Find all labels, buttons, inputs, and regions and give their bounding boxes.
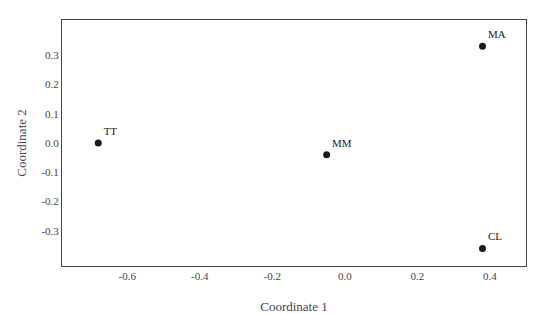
svg-text:Coordinate 1: Coordinate 1 [260, 299, 328, 314]
svg-text:-0.6: -0.6 [119, 270, 137, 282]
svg-text:0.2: 0.2 [410, 270, 424, 282]
svg-text:0.4: 0.4 [483, 270, 497, 282]
svg-text:0.2: 0.2 [45, 78, 59, 90]
svg-text:0.0: 0.0 [45, 137, 59, 149]
svg-text:0.3: 0.3 [45, 49, 59, 61]
svg-text:-0.3: -0.3 [41, 225, 59, 237]
svg-text:MM: MM [332, 137, 352, 149]
svg-text:0.0: 0.0 [338, 270, 352, 282]
svg-text:-0.2: -0.2 [41, 195, 58, 207]
svg-text:TT: TT [104, 125, 118, 137]
svg-text:-0.2: -0.2 [264, 270, 281, 282]
svg-text:MA: MA [488, 28, 506, 40]
svg-text:-0.1: -0.1 [41, 166, 58, 178]
svg-text:0.1: 0.1 [45, 108, 59, 120]
svg-text:-0.4: -0.4 [191, 270, 209, 282]
svg-text:Coordinate 2: Coordinate 2 [14, 109, 29, 177]
svg-text:CL: CL [488, 230, 502, 242]
